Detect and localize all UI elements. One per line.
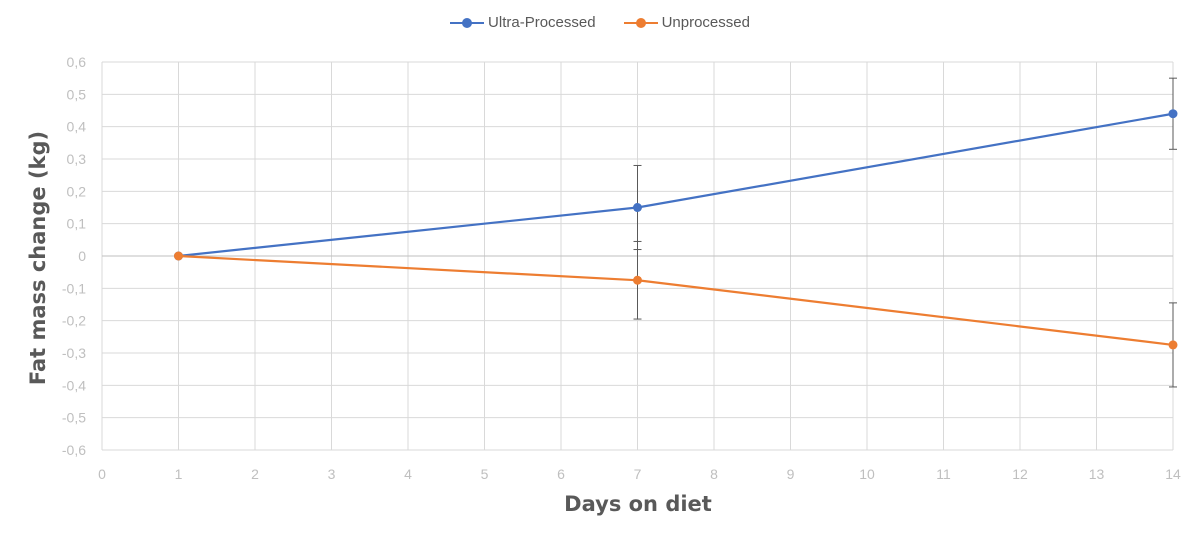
y-tick-label: -0,1 (62, 280, 86, 296)
y-tick-label: -0,6 (62, 442, 86, 458)
x-tick-label: 1 (175, 466, 183, 482)
x-tick-label: 9 (787, 466, 795, 482)
y-tick-label: 0,3 (67, 151, 87, 167)
x-tick-label: 3 (328, 466, 336, 482)
x-tick-label: 8 (710, 466, 718, 482)
y-tick-label: 0,5 (67, 86, 87, 102)
y-tick-label: -0,5 (62, 410, 86, 426)
y-axis-title: Fat mass change (kg) (26, 130, 50, 386)
x-tick-label: 6 (557, 466, 565, 482)
x-tick-label: 2 (251, 466, 259, 482)
legend-label-unprocessed: Unprocessed (661, 14, 750, 31)
x-tick-label: 14 (1165, 466, 1181, 482)
x-tick-label: 13 (1089, 466, 1105, 482)
y-tick-label: 0,2 (67, 183, 87, 199)
x-tick-label: 5 (481, 466, 489, 482)
x-tick-label: 4 (404, 466, 412, 482)
legend-swatch-unprocessed (623, 17, 658, 29)
y-tick-label: -0,3 (62, 345, 86, 361)
legend-item-unprocessed: Unprocessed (623, 14, 750, 31)
x-tick-label: 11 (936, 466, 951, 482)
y-tick-label: -0,4 (62, 377, 86, 393)
y-tick-label: 0,4 (67, 119, 87, 135)
data-point-1 (174, 251, 183, 261)
data-point-1 (633, 275, 642, 285)
legend-swatch-ultra-processed (450, 17, 485, 29)
y-tick-label: 0 (78, 248, 86, 264)
legend-item-ultra-processed: Ultra-Processed (450, 14, 596, 31)
y-tick-label: 0,6 (67, 54, 87, 70)
x-tick-label: 12 (1012, 466, 1028, 482)
x-tick-label: 10 (859, 466, 875, 482)
x-tick-label: 7 (634, 466, 642, 482)
y-tick-label: 0,1 (67, 216, 87, 232)
x-tick-label: 0 (98, 466, 106, 482)
series-line-0 (178, 112, 1174, 258)
data-point-0 (633, 203, 642, 212)
data-point-0 (1168, 109, 1178, 119)
y-tick-label: -0,2 (62, 313, 86, 329)
series-line-1 (178, 254, 1174, 347)
data-point-1 (1168, 340, 1178, 350)
chart-legend: Ultra-Processed Unprocessed (0, 14, 1200, 31)
x-axis-title: Days on diet (564, 492, 712, 516)
legend-label-ultra-processed: Ultra-Processed (488, 14, 596, 31)
